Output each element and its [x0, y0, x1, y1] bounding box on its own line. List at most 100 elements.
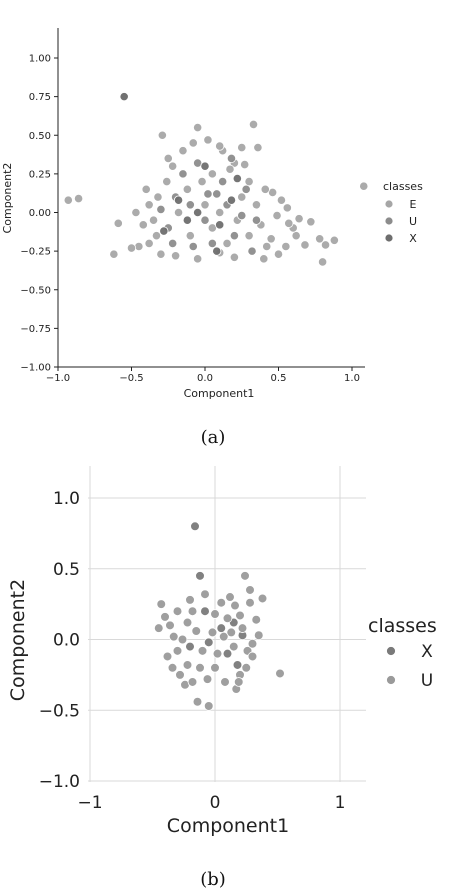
panel-a-point-E-17 — [260, 184, 270, 194]
panel-b-point-U-6 — [162, 651, 173, 662]
panel-b-point-X-6 — [222, 648, 233, 659]
panel-b-x-tick-label-0: −1 — [77, 793, 102, 813]
panel-b-point-U-17 — [195, 662, 205, 673]
panel-a-point-E-24 — [240, 160, 250, 170]
panel-b-point-U-28 — [230, 600, 240, 611]
panel-a-point-E-58 — [173, 207, 184, 218]
panel-b-point-U-48 — [228, 641, 239, 652]
panel-a-point-E-62 — [244, 231, 254, 241]
panel-b-point-U-16 — [197, 646, 208, 656]
panel-b-legend-label-U: U — [421, 671, 433, 691]
panel-a-point-E-25 — [244, 177, 254, 187]
panel-a-point-E-20 — [284, 218, 294, 228]
panel-a-point-X-5 — [182, 215, 192, 225]
panel-a-legend-label-E: E — [410, 198, 417, 211]
panel-a-point-X-2 — [215, 220, 225, 230]
panel-b-x-ticks: −1 0 1 — [77, 793, 345, 813]
panel-a-y-tick-label-8: −1.00 — [20, 363, 51, 374]
panel-a-legend: classes EUX — [383, 180, 423, 245]
panel-a-point-U-19 — [168, 238, 178, 248]
panel-a-point-E-29 — [259, 254, 269, 264]
panel-b-point-U-11 — [182, 660, 193, 670]
panel-b-point-X-0 — [190, 521, 200, 532]
panel-a-point-E-26 — [266, 234, 276, 244]
panel-a-x-axis-title: Component1 — [184, 387, 255, 400]
panel-a-point-E-15 — [294, 214, 304, 224]
panel-a-y-tick-label-1: 0.75 — [29, 92, 51, 103]
panel-a-point-E-28 — [273, 249, 284, 259]
panel-b-y-tick-label-2: 0.0 — [53, 631, 80, 651]
panel-a-point-U-16 — [188, 241, 198, 252]
panel-a-point-U-1 — [185, 200, 195, 210]
panel-a-point-E-37 — [126, 243, 137, 253]
panel-a-point-E-39 — [131, 207, 141, 218]
panel-a-point-E-60 — [215, 207, 225, 218]
panel-a-point-E-14 — [282, 203, 292, 213]
panel-a-point-E-34 — [156, 249, 166, 259]
panel-a-point-E-30 — [229, 252, 239, 262]
panel-a-point-U-8 — [178, 169, 188, 179]
panel-b-legend: classes XU — [368, 615, 437, 691]
panel-b-legend-items: XU — [386, 642, 433, 691]
panel-b-point-U-44 — [226, 627, 237, 638]
panel-b-point-U-22 — [212, 648, 223, 659]
panel-a-point-E-19 — [272, 210, 282, 221]
panel-b-point-U-38 — [251, 614, 262, 625]
panel-b-point-U-42 — [247, 638, 258, 649]
panel-b-point-U-23 — [210, 609, 220, 619]
panel-b-point-X-2 — [216, 623, 227, 633]
panel-b-point-U-4 — [168, 631, 179, 642]
panel-b-point-X-5 — [185, 641, 195, 652]
panel-b-legend-title: classes — [368, 615, 437, 637]
panel-a-y-axis-title: Component2 — [1, 163, 14, 234]
panel-a-point-E-66 — [182, 184, 192, 194]
panel-a-point-E-52 — [225, 164, 235, 174]
panel-b-y-axis-title: Component2 — [7, 579, 29, 701]
panel-a-point-E-10 — [320, 240, 331, 250]
panel-a-y-tick-label-6: −0.50 — [20, 285, 51, 296]
panel-b-point-U-25 — [220, 677, 230, 687]
panel-b-point-U-30 — [237, 623, 248, 633]
panel-b-point-U-1 — [160, 612, 170, 622]
panel-b-point-U-12 — [177, 634, 188, 645]
panel-b-point-U-35 — [241, 662, 252, 673]
panel-b-point-U-19 — [192, 696, 203, 707]
panel-a-legend-marker-E — [384, 199, 394, 209]
panel-a-point-E-22 — [237, 143, 247, 153]
panel-a-point-E-42 — [162, 177, 172, 187]
panel-b-point-U-40 — [240, 571, 250, 581]
panel-b-y-tick-label-0: 1.0 — [53, 489, 80, 509]
panel-a-point-E-7 — [329, 235, 339, 245]
panel-a-point-E-59 — [200, 200, 210, 210]
panel-b-point-U-45 — [207, 627, 218, 638]
panel-a-legend-items: EUX — [384, 198, 417, 245]
panel-a-point-U-6 — [207, 238, 217, 248]
panel-b-point-U-34 — [233, 677, 244, 687]
panel-b-point-U-7 — [167, 662, 178, 673]
panel-a-point-E-65 — [237, 192, 247, 202]
panel-a-point-X-0 — [119, 92, 129, 102]
panel-a-point-E-11 — [300, 240, 310, 250]
panel-a-x-tick-label-4: 1.0 — [344, 373, 360, 384]
panel-b-point-U-24 — [216, 597, 227, 608]
panel-a-point-E-69 — [141, 184, 151, 194]
panel-a-point-E-23 — [253, 143, 263, 153]
panel-a-y-tick-label-7: −0.75 — [20, 324, 51, 335]
panel-a-point-U-3 — [212, 189, 222, 199]
panel-a-point-E-43 — [168, 161, 178, 171]
panel-a-point-X-4 — [226, 195, 237, 205]
panel-a-y-tick-label-4: 0.00 — [29, 208, 51, 219]
panel-b-point-U-50 — [172, 606, 183, 616]
panel-a-point-X-8 — [159, 226, 169, 236]
panel-a-point-U-10 — [156, 204, 166, 215]
panel-b-point-U-5 — [172, 646, 183, 656]
panel-b-point-U-29 — [235, 610, 245, 621]
panel-a-point-E-32 — [193, 254, 203, 264]
panel-a-point-U-9 — [218, 177, 228, 187]
panel-b: −1 0 1 1.0 0.5 0.0 −0.5 −1.0 Component1 Compon… — [7, 466, 437, 890]
panel-a-point-X-1 — [173, 195, 184, 205]
panel-b-x-tick-label-1: 0 — [210, 793, 221, 813]
panel-a-point-E-53 — [163, 153, 173, 164]
panel-a-point-U-15 — [241, 184, 251, 194]
panel-b-grid — [88, 466, 366, 782]
